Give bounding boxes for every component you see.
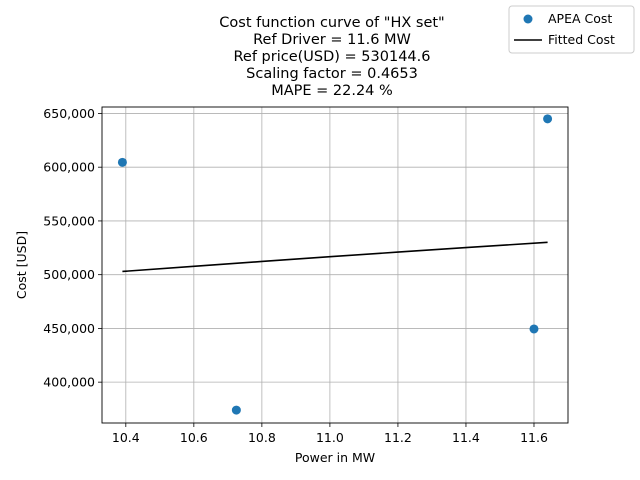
series xyxy=(117,114,553,415)
title-line: Ref price(USD) = 530144.6 xyxy=(234,49,431,65)
grid xyxy=(102,107,568,423)
plot-frame xyxy=(101,106,569,424)
x-tick-label: 10.4 xyxy=(112,430,140,445)
y-tick-label: 550,000 xyxy=(43,213,95,228)
x-tick-label: 11.0 xyxy=(316,430,344,445)
apea-cost-point xyxy=(117,157,127,167)
x-tick-label: 10.8 xyxy=(248,430,276,445)
fitted-cost-line xyxy=(122,241,548,273)
y-axis-label: Cost [USD] xyxy=(14,231,29,299)
y-tick-label: 450,000 xyxy=(43,321,95,336)
title-line: Cost function curve of "HX set" xyxy=(219,15,444,31)
x-axis: 10.4 10.6 10.8 11.0 11.2 11.4 11.6 xyxy=(112,423,548,445)
legend-frame xyxy=(508,5,635,54)
title-line: Ref Driver = 11.6 MW xyxy=(253,32,411,48)
x-tick-label: 11.4 xyxy=(452,430,480,445)
title-line: Scaling factor = 0.4653 xyxy=(246,66,418,82)
legend-label-apea-cost: APEA Cost xyxy=(548,11,612,26)
y-axis: 400,000 450,000 500,000 550,000 600,000 650,0… xyxy=(43,106,102,390)
legend-label-fitted-cost: Fitted Cost xyxy=(548,32,615,47)
x-axis-label: Power in MW xyxy=(295,450,375,465)
x-tick-label: 10.6 xyxy=(180,430,208,445)
y-tick-label: 500,000 xyxy=(43,267,95,282)
apea-cost-point xyxy=(529,324,539,334)
y-tick-label: 600,000 xyxy=(43,160,95,175)
x-tick-label: 11.6 xyxy=(520,430,548,445)
chart-title: Cost function curve of "HX set"Ref Drive… xyxy=(219,15,444,99)
legend: APEA Cost Fitted Cost xyxy=(508,5,635,54)
legend-marker-apea-cost xyxy=(523,14,533,24)
apea-cost-point xyxy=(231,405,241,415)
x-tick-label: 11.2 xyxy=(384,430,412,445)
y-tick-label: 650,000 xyxy=(43,106,95,121)
plot-area xyxy=(102,107,568,423)
apea-cost-point xyxy=(543,114,553,124)
y-tick-label: 400,000 xyxy=(43,375,95,390)
title-line: MAPE = 22.24 % xyxy=(271,83,393,99)
